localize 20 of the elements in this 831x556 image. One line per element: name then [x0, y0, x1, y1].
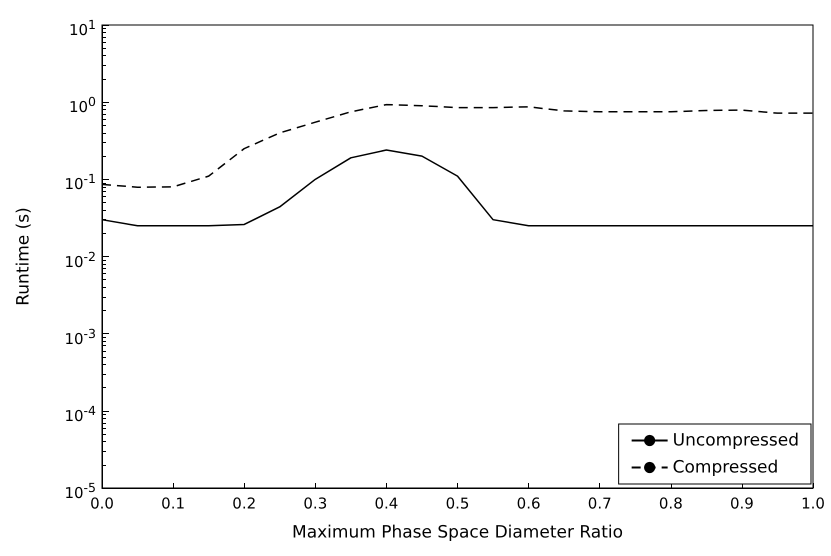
x-tick-label: 0.5	[446, 494, 470, 512]
y-tick-label: 10$^{0}$	[68, 93, 96, 118]
y-tick-label: 10$^{-2}$	[64, 248, 96, 272]
x-tick-label: 0.6	[516, 494, 541, 512]
legend-label: Compressed	[672, 458, 778, 478]
x-tick-label: 1.0	[801, 494, 825, 512]
x-tick-label: 0.1	[161, 494, 186, 512]
x-tick-label: 0.7	[588, 494, 612, 512]
y-tick-label: 10$^{-1}$	[64, 170, 96, 194]
x-tick-label: 0.4	[374, 494, 398, 512]
x-axis-title: Maximum Phase Space Diameter Ratio	[292, 522, 623, 542]
y-tick-label: 10$^{-4}$	[64, 402, 96, 426]
legend-label: Uncompressed	[672, 430, 800, 450]
y-axis-title: Runtime (s)	[14, 207, 34, 306]
y-tick-label: 10$^{-3}$	[64, 324, 96, 349]
x-tick-label: 0.2	[232, 494, 256, 512]
x-tick-label: 0.3	[303, 494, 328, 512]
y-tick-label: 10$^{1}$	[68, 16, 96, 40]
x-tick-label: 0.8	[658, 494, 683, 512]
x-tick-label: 0.9	[730, 494, 754, 512]
